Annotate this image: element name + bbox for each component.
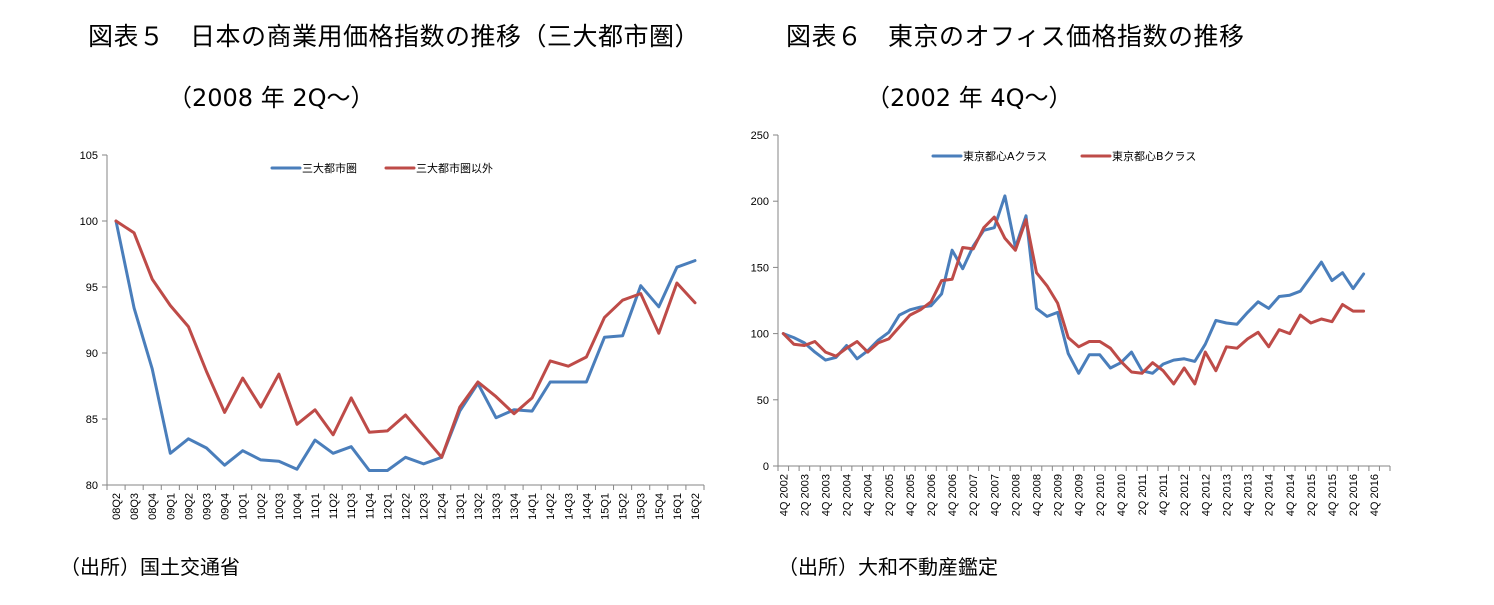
figure6-source: （出所）大和不動産鑑定 bbox=[778, 555, 998, 579]
y-tick-label: 100 bbox=[80, 216, 98, 228]
x-tick-label: 2Q 2014 bbox=[1264, 474, 1276, 516]
x-tick-label: 2Q 2011 bbox=[1137, 474, 1149, 515]
x-tick-label: 4Q 2009 bbox=[1074, 474, 1086, 516]
series-line-2 bbox=[781, 215, 1366, 386]
x-tick-label: 2Q 2008 bbox=[1010, 474, 1022, 516]
figure5-source: （出所）国土交通省 bbox=[60, 555, 240, 579]
x-tick-label: 2Q 2003 bbox=[799, 474, 811, 516]
x-tick-label: 11Q1 bbox=[310, 493, 322, 519]
chart-commercial-price-index: 80 85 90 95 100 105 08Q2 08Q3 08Q4 09Q1 09Q2 09Q3 09… bbox=[80, 150, 705, 520]
x-tick-label: 4Q 2014 bbox=[1285, 474, 1297, 516]
x-tick-label: 2Q 2007 bbox=[968, 474, 980, 516]
x-tick-label: 16Q2 bbox=[690, 493, 702, 520]
y-tick-label: 80 bbox=[86, 480, 98, 492]
x-tick-label: 13Q3 bbox=[491, 493, 503, 520]
x-tick-label: 15Q3 bbox=[636, 493, 648, 520]
y-tick-label: 100 bbox=[751, 329, 769, 341]
chart-tokyo-office-price-index: 0 50 100 150 200 250 4Q 2002 2Q 2003 4Q 2003 2Q 2… bbox=[751, 130, 1391, 516]
x-tick-label: 09Q3 bbox=[202, 493, 214, 520]
x-tick-label: 12Q1 bbox=[382, 493, 394, 520]
x-tick-label: 13Q4 bbox=[509, 493, 521, 520]
x-tick-label: 2Q 2006 bbox=[926, 474, 938, 516]
x-tick-label: 11Q2 bbox=[328, 493, 340, 519]
figure5-subtitle: （2008 年 2Q～） bbox=[168, 84, 375, 112]
x-tick-label: 09Q4 bbox=[220, 493, 232, 520]
x-tick-label: 4Q 2003 bbox=[820, 474, 832, 516]
x-tick-label: 4Q 2015 bbox=[1327, 474, 1339, 516]
y-tick-label: 250 bbox=[751, 130, 769, 142]
x-tick-label: 10Q2 bbox=[256, 493, 268, 520]
y-tick-label: 50 bbox=[757, 395, 769, 407]
x-tick-label: 08Q2 bbox=[111, 493, 123, 520]
x-tick-label: 12Q3 bbox=[419, 493, 431, 520]
x-tick-label: 15Q4 bbox=[654, 493, 666, 520]
x-tick-label: 4Q 2010 bbox=[1116, 474, 1128, 516]
x-tick-label: 2Q 2004 bbox=[842, 474, 854, 516]
series-line-2 bbox=[114, 219, 697, 459]
x-tick-label: 2Q 2010 bbox=[1095, 474, 1107, 516]
x-tick-label: 4Q 2004 bbox=[863, 474, 875, 516]
x-tick-label: 16Q1 bbox=[672, 493, 684, 520]
y-tick-label: 90 bbox=[86, 348, 98, 360]
series-line-1 bbox=[114, 219, 697, 472]
x-tick-label: 09Q1 bbox=[165, 493, 177, 520]
x-tick-label: 11Q4 bbox=[364, 493, 376, 519]
y-tick-label: 95 bbox=[86, 282, 98, 294]
figure6-title: 図表６ 東京のオフィス価格指数の推移 bbox=[786, 22, 1245, 51]
x-tick-label: 4Q 2011 bbox=[1158, 474, 1170, 515]
x-tick-label: 4Q 2008 bbox=[1032, 474, 1044, 516]
x-tick-label: 2Q 2009 bbox=[1053, 474, 1065, 516]
x-tick-label: 13Q2 bbox=[473, 493, 485, 520]
x-tick-label: 09Q2 bbox=[183, 493, 195, 520]
x-tick-label: 2Q 2005 bbox=[884, 474, 896, 516]
y-tick-label: 85 bbox=[86, 414, 98, 426]
x-tick-label: 11Q3 bbox=[346, 493, 358, 519]
x-tick-label: 4Q 2013 bbox=[1243, 474, 1255, 516]
figure6-subtitle: （2002 年 4Q～） bbox=[866, 84, 1073, 112]
x-tick-label: 4Q 2005 bbox=[905, 474, 917, 516]
x-tick-label: 13Q1 bbox=[455, 493, 467, 520]
legend-label: 東京都心Aクラス bbox=[963, 149, 1047, 163]
x-tick-label: 15Q2 bbox=[618, 493, 630, 520]
x-tick-label: 2Q 2013 bbox=[1221, 474, 1233, 516]
x-tick-label: 2Q 2016 bbox=[1348, 474, 1360, 516]
x-tick-label: 12Q4 bbox=[437, 493, 449, 520]
x-tick-label: 4Q 2007 bbox=[989, 474, 1001, 516]
x-tick-label: 2Q 2015 bbox=[1306, 474, 1318, 516]
x-tick-label: 10Q4 bbox=[292, 493, 304, 520]
x-tick-label: 4Q 2002 bbox=[778, 474, 790, 516]
legend-label: 三大都市圏以外 bbox=[416, 161, 493, 175]
x-tick-label: 4Q 2016 bbox=[1369, 474, 1381, 516]
y-tick-label: 200 bbox=[751, 196, 769, 208]
x-tick-label: 14Q1 bbox=[527, 493, 539, 520]
x-tick-label: 15Q1 bbox=[600, 493, 612, 520]
figure5-title: 図表５ 日本の商業用価格指数の推移（三大都市圏） bbox=[88, 22, 701, 51]
x-tick-label: 14Q4 bbox=[581, 493, 593, 520]
series-line-1 bbox=[781, 194, 1366, 375]
x-tick-label: 08Q4 bbox=[147, 493, 159, 520]
legend-label: 三大都市圏 bbox=[302, 161, 357, 175]
y-tick-label: 150 bbox=[751, 262, 769, 274]
y-tick-label: 105 bbox=[80, 150, 98, 162]
x-tick-label: 12Q2 bbox=[401, 493, 413, 520]
y-tick-label: 0 bbox=[763, 461, 769, 473]
x-tick-label: 2Q 2012 bbox=[1179, 474, 1191, 516]
x-tick-label: 14Q3 bbox=[563, 493, 575, 520]
x-tick-label: 08Q3 bbox=[129, 493, 141, 520]
x-tick-label: 4Q 2006 bbox=[947, 474, 959, 516]
x-tick-label: 14Q2 bbox=[545, 493, 557, 520]
x-tick-label: 10Q1 bbox=[238, 493, 250, 520]
x-tick-label: 4Q 2012 bbox=[1200, 474, 1212, 516]
x-tick-label: 10Q3 bbox=[274, 493, 286, 520]
legend-label: 東京都心Bクラス bbox=[1112, 149, 1196, 163]
